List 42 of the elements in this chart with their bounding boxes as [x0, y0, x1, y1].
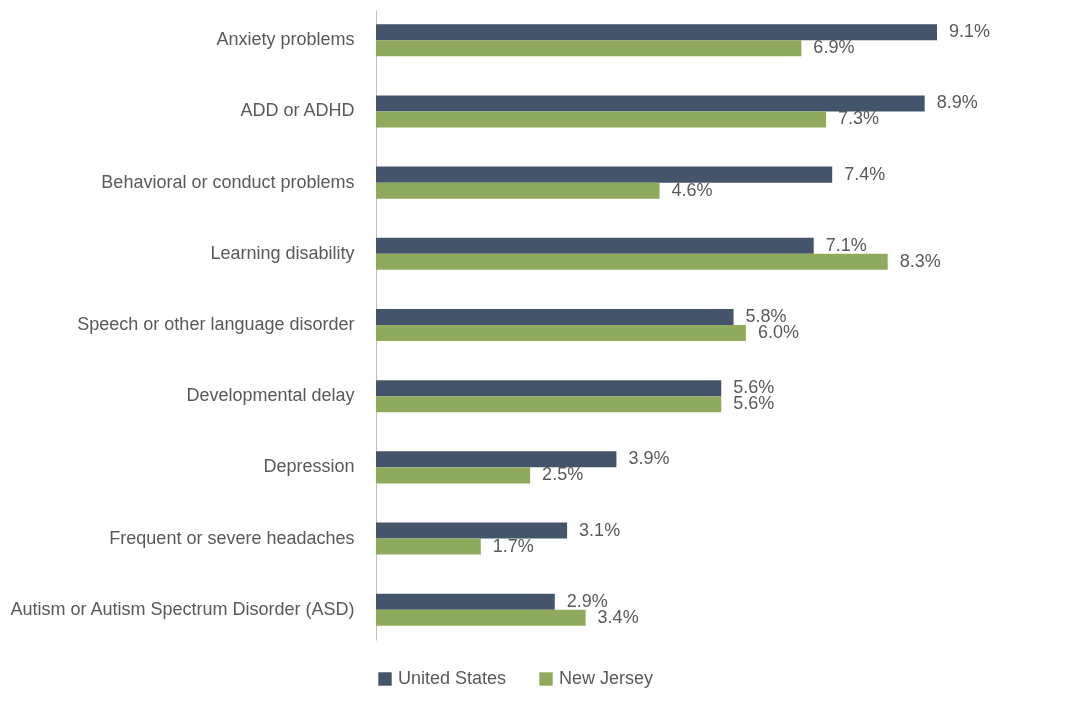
bar — [376, 325, 746, 342]
data-label: 8.9% — [936, 92, 978, 113]
bar — [376, 396, 722, 413]
y-tick-label: Speech or other language disorder — [77, 314, 355, 334]
data-label: 3.9% — [628, 448, 670, 469]
data-label: 7.3% — [838, 108, 880, 129]
y-tick-label: ADD or ADHD — [240, 100, 355, 121]
data-label: 6.9% — [813, 37, 855, 58]
bar — [376, 182, 660, 199]
data-label: 8.3% — [899, 250, 941, 271]
data-label: 7.4% — [844, 163, 886, 184]
y-tick-label: Autism or Autism Spectrum Disorder (ASD) — [10, 598, 355, 619]
data-label: 1.7% — [492, 535, 534, 556]
data-label: 9.1% — [949, 21, 991, 42]
y-tick-label: Anxiety problems — [216, 29, 355, 50]
data-label: 7.1% — [825, 234, 867, 255]
legend-label: New Jersey — [559, 668, 654, 688]
data-label: 3.1% — [579, 519, 621, 540]
bar — [376, 253, 888, 270]
y-tick-label: Behavioral or conduct problems — [101, 171, 355, 192]
y-tick-label: Learning disability — [210, 242, 355, 263]
bar — [376, 522, 568, 539]
y-tick-label: Developmental delay — [186, 385, 355, 406]
bar — [376, 95, 925, 112]
y-tick-label: Depression — [263, 456, 355, 477]
bar — [376, 111, 827, 128]
bar — [376, 166, 833, 183]
bar — [376, 40, 802, 57]
bar — [376, 237, 814, 254]
bar — [376, 380, 722, 397]
bar — [376, 593, 555, 610]
y-tick-label: Frequent or severe headaches — [109, 527, 355, 548]
data-label: 2.5% — [542, 464, 584, 485]
bar — [376, 538, 481, 555]
bar — [376, 308, 734, 325]
data-label: 5.6% — [733, 393, 775, 414]
legend-label: United States — [398, 668, 507, 688]
bar — [376, 24, 937, 41]
bar — [376, 467, 531, 484]
bar — [376, 451, 617, 468]
bar — [376, 609, 586, 626]
data-label: 4.6% — [671, 179, 713, 200]
